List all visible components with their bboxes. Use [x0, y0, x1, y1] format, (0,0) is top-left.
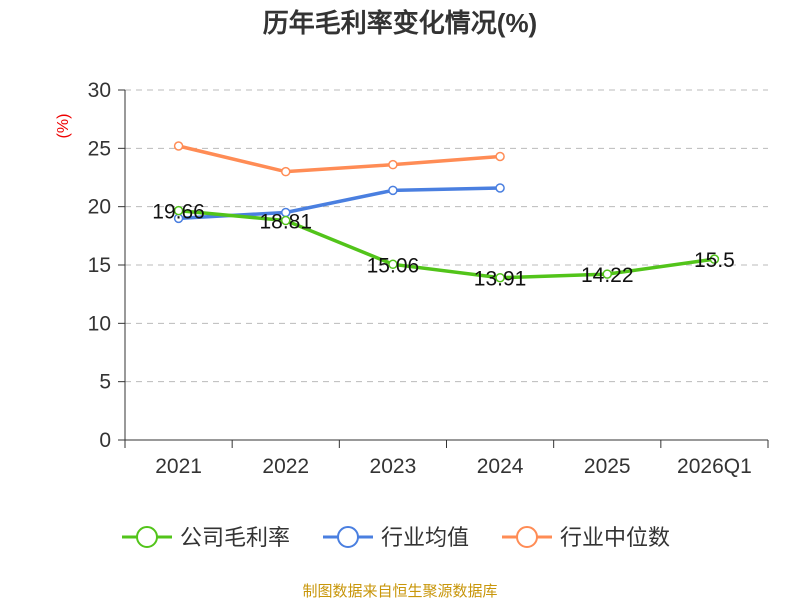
x-tick-label: 2021 — [155, 455, 202, 478]
y-tick-label: 10 — [88, 312, 111, 335]
x-tick-label: 2026Q1 — [677, 455, 752, 478]
y-tick-label: 30 — [88, 79, 111, 102]
legend-label: 行业均值 — [381, 525, 469, 550]
legend-marker — [337, 526, 359, 548]
data-point — [495, 272, 505, 283]
data-point — [388, 259, 398, 270]
legend-label: 行业中位数 — [560, 525, 670, 550]
data-label: 19.66 — [152, 201, 205, 224]
x-tick-label: 2022 — [262, 455, 309, 478]
y-tick-label: 5 — [99, 371, 111, 394]
y-tick-label: 20 — [88, 196, 111, 219]
data-point — [281, 215, 291, 226]
series-line — [178, 208, 715, 280]
x-tick-label: 2024 — [477, 455, 524, 478]
y-tick-label: 0 — [99, 429, 111, 452]
data-label: 18.81 — [259, 211, 312, 234]
data-label: 15.5 — [694, 249, 735, 272]
data-point — [709, 254, 720, 264]
legend-marker — [136, 526, 158, 548]
data-point — [602, 269, 612, 279]
chart-title: 历年毛利率变化情况(%) — [263, 8, 537, 38]
series-line — [178, 144, 501, 174]
data-point — [388, 185, 398, 196]
data-point — [495, 151, 505, 162]
data-point — [173, 205, 184, 216]
data-point — [495, 183, 505, 193]
legend-marker — [516, 526, 538, 548]
y-tick-label: 15 — [88, 254, 111, 277]
legend-label: 公司毛利率 — [180, 525, 290, 550]
data-label: 13.91 — [474, 268, 527, 291]
y-tick-label: 25 — [88, 137, 111, 160]
data-label: 14.22 — [581, 264, 634, 287]
data-point — [388, 159, 398, 170]
y-axis-label: (%) — [55, 114, 72, 139]
x-tick-label: 2023 — [370, 455, 417, 478]
data-point — [281, 166, 291, 177]
data-label: 15.06 — [367, 254, 420, 277]
source-note: 制图数据来自恒生聚源数据库 — [302, 583, 497, 600]
data-point — [173, 141, 184, 151]
x-tick-label: 2025 — [584, 455, 631, 478]
